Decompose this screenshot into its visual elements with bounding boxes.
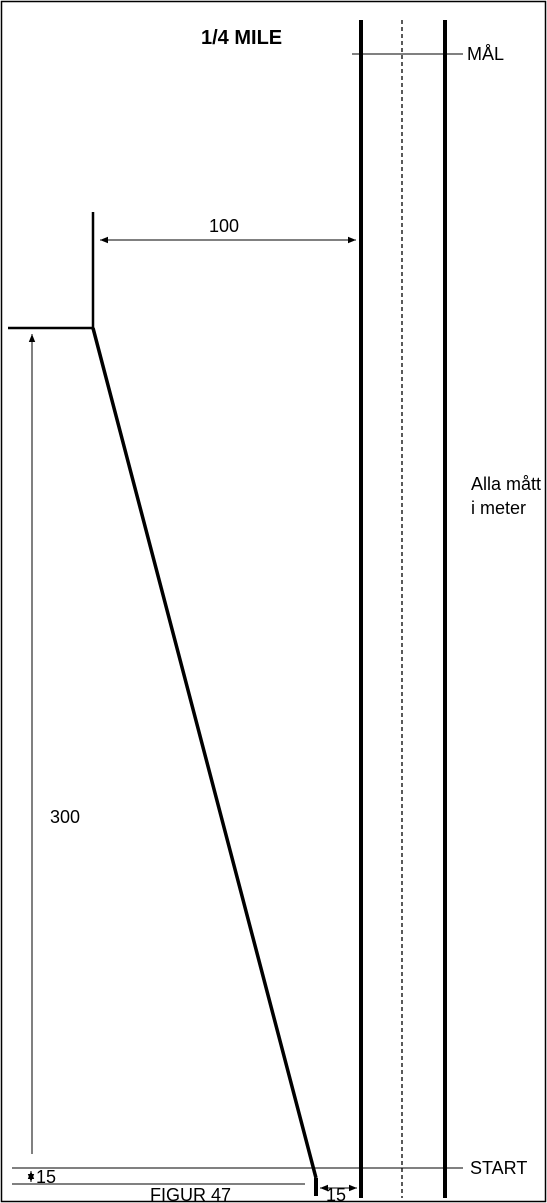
finish-label: MÅL [467,44,504,64]
dimension-bottom-gap-label: 15 [326,1185,346,1203]
figure-label: FIGUR 47 [150,1185,231,1203]
diagram-title: 1/4 MILE [201,27,282,49]
dimension-width-label: 100 [209,216,239,236]
units-note-line2: i meter [471,498,526,518]
units-note-line1: Alla mått [471,474,541,494]
barrier-diagonal-line [91,327,318,1179]
start-label: START [470,1158,527,1178]
dimension-start-gap-label: 15 [36,1167,56,1187]
dimension-length-label: 300 [50,807,80,827]
